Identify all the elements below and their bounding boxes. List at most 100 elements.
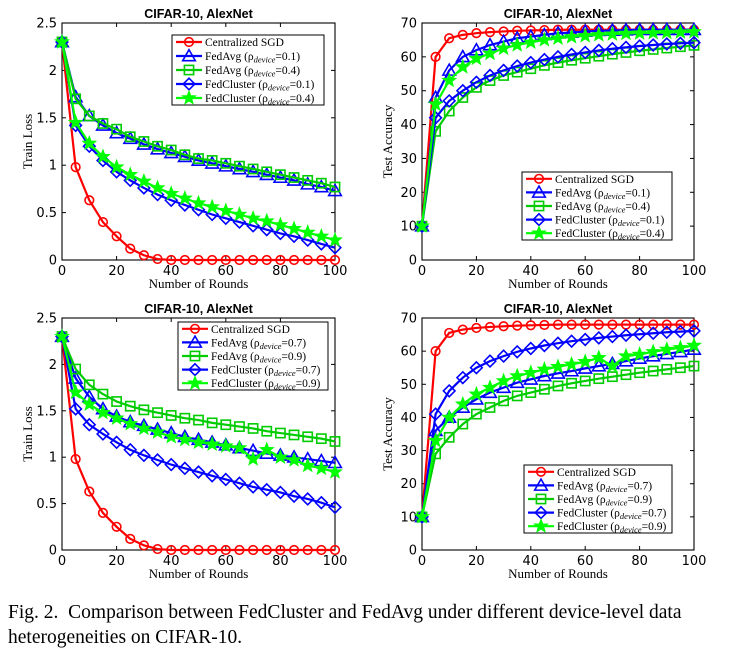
- data-point-star: [577, 27, 594, 43]
- legend-label: FedAvg (ρdevice=0.4): [205, 65, 300, 79]
- data-point-triangle: [509, 374, 525, 389]
- x-tick-label: 80: [631, 554, 648, 569]
- data-point-square: [315, 177, 327, 189]
- data-point-star: [231, 206, 248, 222]
- y-tick-label: 70: [400, 17, 417, 32]
- data-point-diamond: [218, 472, 233, 487]
- data-point-square: [234, 421, 245, 432]
- data-point-square: [552, 57, 564, 69]
- data-point-star: [204, 435, 221, 451]
- data-point-star: [67, 114, 84, 130]
- legend-label-text: FedAvg (ρ: [205, 51, 254, 63]
- data-point-circle: [607, 319, 618, 330]
- y-tick-label: 1.5: [36, 111, 57, 126]
- data-point-star: [190, 194, 207, 210]
- data-point-diamond: [483, 354, 497, 369]
- data-point-star: [217, 202, 234, 218]
- series-5: [54, 33, 343, 247]
- data-point-star: [631, 346, 648, 362]
- legend-label: Centralized SGD: [205, 37, 284, 49]
- data-point-diamond: [483, 68, 497, 83]
- legend-marker-square: [535, 493, 547, 505]
- data-point-circle: [302, 254, 313, 266]
- data-point-circle: [430, 51, 441, 62]
- x-tick-label: 0: [58, 264, 66, 279]
- legend-label: FedCluster (ρdevice=0.9): [211, 378, 320, 392]
- legend-label: FedAvg (ρdevice=0.1): [555, 187, 650, 201]
- legend-marker-square: [189, 350, 201, 362]
- data-point-square: [138, 136, 150, 147]
- data-point-diamond: [646, 38, 661, 52]
- data-point-diamond: [191, 465, 206, 479]
- legend-label: FedAvg (ρdevice=0.9): [211, 351, 306, 365]
- data-point-diamond: [123, 442, 138, 457]
- data-point-diamond: [82, 139, 97, 154]
- data-point-star: [563, 28, 580, 44]
- data-point-square: [674, 362, 686, 374]
- legend-entry: FedAvg (ρdevice=0.4): [176, 64, 300, 79]
- data-point-circle: [84, 195, 95, 206]
- data-point-star: [108, 409, 125, 425]
- data-point-circle: [111, 521, 122, 532]
- legend-label-subscript: device: [620, 525, 642, 535]
- data-point-triangle: [204, 155, 220, 169]
- legend-label-text: FedCluster (ρ: [211, 365, 274, 377]
- data-point-star: [618, 347, 634, 363]
- legend-label-text: FedCluster (ρ: [555, 228, 618, 240]
- data-point-diamond: [287, 489, 301, 504]
- data-point-circle: [125, 533, 136, 544]
- data-point-square: [206, 155, 218, 166]
- y-tick-label: 0.5: [36, 206, 57, 221]
- data-point-star: [81, 395, 98, 412]
- x-tick-label: 20: [108, 554, 125, 569]
- series-4: [415, 35, 701, 234]
- legend-label-subscript: device: [254, 55, 276, 65]
- data-point-circle: [566, 319, 577, 330]
- data-point-star: [509, 367, 526, 383]
- legend-label: FedCluster (ρdevice=0.7): [557, 508, 666, 522]
- y-tick-label: 2: [49, 64, 57, 79]
- data-point-square: [470, 408, 482, 420]
- data-point-square: [525, 63, 537, 75]
- y-tick-label: 30: [400, 152, 417, 167]
- legend-label: FedCluster (ρdevice=0.4): [205, 93, 314, 107]
- data-point-star: [550, 358, 566, 374]
- legend-label-subscript: device: [254, 69, 276, 79]
- x-tick-label: 20: [468, 264, 485, 279]
- data-point-square: [538, 383, 550, 395]
- chart-panel-1: 0 20 40 60 80 100 0 0.5 1 1.5 2 2.5 CIFAR-10, AlexNe…: [20, 7, 347, 291]
- data-point-star: [468, 385, 485, 401]
- legend-marker-square: [183, 64, 195, 76]
- data-point-star: [414, 508, 430, 524]
- data-point-diamond: [68, 402, 83, 416]
- data-point-circle: [97, 216, 109, 228]
- legend-label-text-end: =0.7): [627, 480, 652, 492]
- series-3: [416, 360, 700, 523]
- data-point-square: [220, 157, 232, 169]
- y-tick-label: 20: [400, 477, 417, 492]
- legend-label-subscript: device: [260, 341, 282, 351]
- legend-label-subscript: device: [268, 97, 290, 107]
- legend-label-text: FedAvg (ρ: [211, 351, 260, 363]
- data-point-circle: [316, 544, 327, 556]
- data-point-star: [604, 357, 621, 373]
- y-axis-label: Test Accuracy: [380, 397, 395, 471]
- data-point-triangle: [591, 358, 607, 372]
- legend-entry: FedCluster (ρdevice=0.4): [526, 224, 664, 242]
- legend-entry: FedAvg (ρdevice=0.9): [182, 350, 306, 365]
- data-point-star: [95, 404, 111, 420]
- data-point-star: [149, 179, 166, 195]
- data-point-triangle: [327, 182, 343, 197]
- data-point-circle: [593, 319, 604, 330]
- chart-panel-3: 0 20 40 60 80 100 0 0.5 1 1.5 2 2.5 CIFAR-10, AlexNe…: [20, 302, 347, 581]
- y-tick-label: 2.5: [36, 17, 57, 32]
- legend-marker-star: [187, 374, 203, 390]
- legend-label: FedAvg (ρdevice=0.9): [557, 494, 652, 508]
- data-point-diamond: [659, 37, 674, 51]
- data-point-triangle: [245, 163, 261, 178]
- data-point-circle: [444, 327, 455, 339]
- legend-label: FedCluster (ρdevice=0.1): [205, 79, 314, 93]
- data-point-circle: [444, 33, 455, 44]
- legend-marker-circle: [183, 36, 195, 48]
